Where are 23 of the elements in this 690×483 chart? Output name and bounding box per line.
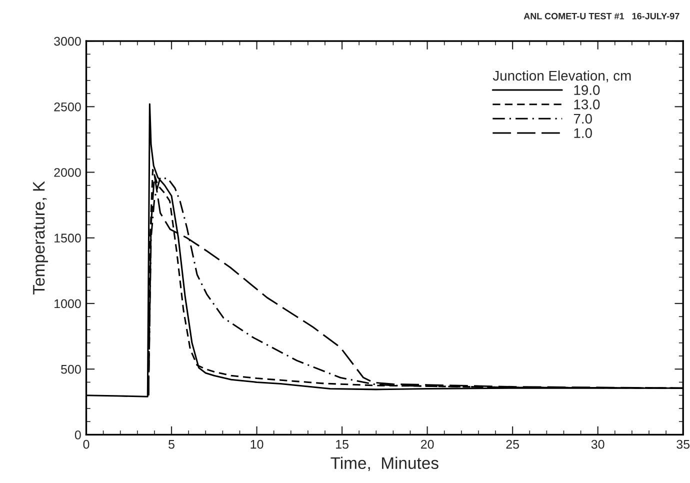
x-tick-label: 30 (591, 440, 604, 449)
x-tick-label: 10 (250, 440, 264, 449)
legend-label: 7.0 (574, 114, 592, 124)
x-tick-label: 15 (336, 440, 348, 449)
legend-label: 1.0 (574, 128, 592, 138)
y-axis-title: Temperature, K (33, 181, 48, 294)
y-tick-label: 2500 (54, 102, 81, 112)
x-axis-title: Time, Minutes (330, 456, 438, 471)
y-tick-label: 1000 (54, 299, 81, 308)
y-tick-label: 500 (61, 364, 81, 374)
legend-label: 19.0 (574, 85, 600, 95)
x-tick-label: 35 (676, 440, 690, 449)
y-tick-label: 2000 (54, 168, 81, 177)
x-tick-label: 20 (420, 440, 434, 449)
y-tick-label: 0 (74, 430, 81, 440)
x-tick-label: 5 (168, 440, 174, 449)
legend-title: Junction Elevation, cm (492, 70, 631, 82)
y-tick-label: 1500 (54, 234, 81, 243)
text: ANL COMET-U TEST #1 16-JULY-97 (524, 12, 680, 20)
y-tick-label: 3000 (54, 36, 81, 46)
x-tick-label: 25 (506, 440, 519, 449)
legend-label: 13.0 (574, 100, 600, 110)
x-tick-label: 0 (83, 440, 90, 449)
